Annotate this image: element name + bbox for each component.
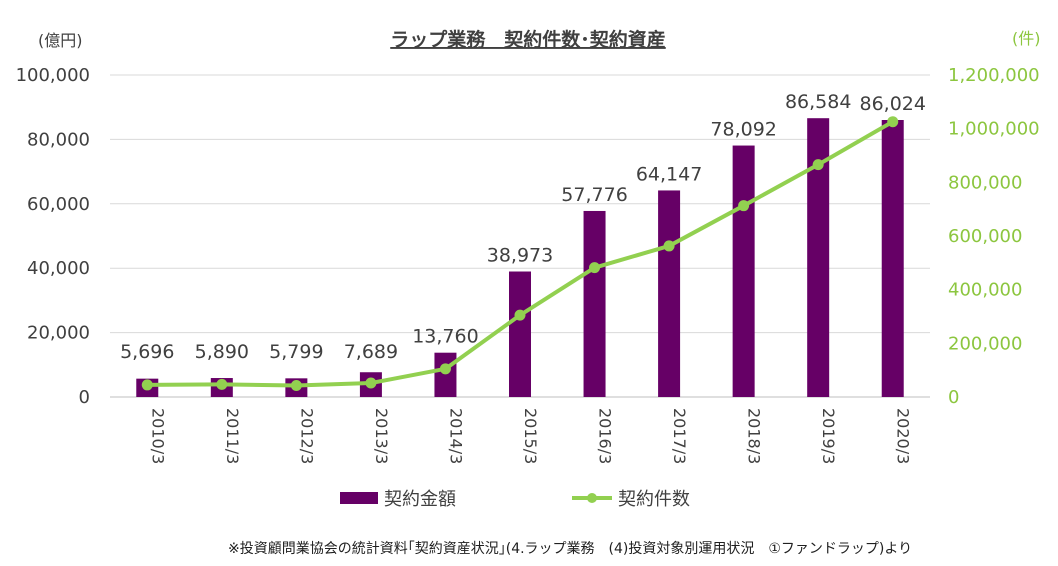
line-point — [141, 379, 153, 391]
line-point — [365, 377, 377, 389]
bar — [732, 145, 755, 397]
x-tick-label: 2010/3 — [148, 408, 167, 464]
right-tick-label: 800,000 — [948, 172, 1022, 193]
bar-data-label: 5,696 — [120, 341, 174, 363]
left-tick-label: 80,000 — [27, 129, 90, 150]
x-tick-label: 2013/3 — [372, 408, 391, 464]
bar-data-label: 7,689 — [344, 341, 398, 363]
chart-title: ラップ業務 契約件数･契約資産 — [390, 28, 666, 51]
line-point — [887, 116, 899, 128]
x-tick-label: 2012/3 — [297, 408, 316, 464]
x-tick-label: 2011/3 — [223, 408, 242, 464]
bar-data-label: 5,799 — [269, 341, 323, 363]
x-tick-label: 2019/3 — [819, 408, 838, 464]
bar-data-label: 78,092 — [710, 119, 776, 141]
data-labels: 5,696 5,890 5,799 7,689 13,760 38,973 57,776 64… — [120, 91, 926, 363]
line-series — [141, 116, 899, 391]
right-tick-label: 400,000 — [948, 280, 1022, 301]
line-point — [216, 378, 228, 390]
x-tick-label: 2015/3 — [521, 408, 540, 464]
legend-swatch-bar — [340, 492, 378, 504]
bar — [583, 210, 606, 397]
source-note: ※投資顧問業協会の統計資料｢契約資産状況｣(4.ラップ業務 (4)投資対象別運用… — [228, 541, 913, 557]
legend: 契約金額 契約件数 — [340, 489, 690, 510]
right-tick-label: 200,000 — [948, 333, 1022, 354]
left-axis-unit: (億円) — [38, 31, 83, 50]
right-axis-unit: (件) — [1012, 29, 1041, 48]
right-tick-label: 600,000 — [948, 226, 1022, 247]
right-tick-label: 0 — [948, 387, 959, 408]
bar-data-label: 86,584 — [785, 91, 851, 113]
x-tick-label: 2016/3 — [596, 408, 615, 464]
left-axis-ticks: 0 20,000 40,000 60,000 80,000 100,000 — [16, 65, 90, 408]
left-tick-label: 0 — [79, 387, 90, 408]
line-point — [738, 200, 750, 212]
x-tick-label: 2017/3 — [670, 408, 689, 464]
bar — [807, 118, 830, 397]
line-point — [439, 363, 451, 375]
bar-data-label: 38,973 — [487, 245, 553, 267]
x-tick-label: 2018/3 — [745, 408, 764, 464]
legend-label-bar: 契約金額 — [384, 489, 456, 510]
line-point — [514, 309, 526, 321]
right-tick-label: 1,200,000 — [948, 65, 1040, 86]
bar-data-label: 5,890 — [195, 341, 249, 363]
right-axis-ticks: 0 200,000 400,000 600,000 800,000 1,000,000 1,… — [948, 65, 1040, 408]
bar-data-label: 13,760 — [412, 326, 478, 348]
line-point — [663, 240, 675, 252]
line-point — [812, 159, 824, 171]
right-tick-label: 1,000,000 — [948, 119, 1040, 140]
x-tick-label: 2020/3 — [894, 408, 913, 464]
bar — [881, 120, 904, 398]
bar — [434, 352, 457, 397]
x-axis-ticks: 2010/3 2011/3 2012/3 2013/3 2014/3 2015/3 2016… — [148, 408, 912, 464]
bar-data-label: 64,147 — [636, 163, 702, 185]
bar — [509, 271, 531, 397]
x-tick-label: 2014/3 — [446, 408, 465, 464]
gridlines — [110, 74, 930, 398]
line-point — [589, 262, 601, 274]
line-point — [290, 379, 302, 391]
legend-swatch-marker — [587, 493, 597, 503]
legend-label-line: 契約件数 — [618, 489, 690, 510]
bar — [658, 190, 681, 397]
left-tick-label: 20,000 — [27, 323, 90, 344]
left-tick-label: 40,000 — [27, 258, 90, 279]
bar-data-label: 57,776 — [561, 184, 627, 206]
bar-data-label: 86,024 — [859, 93, 925, 115]
left-tick-label: 100,000 — [16, 65, 90, 86]
left-tick-label: 60,000 — [27, 194, 90, 215]
